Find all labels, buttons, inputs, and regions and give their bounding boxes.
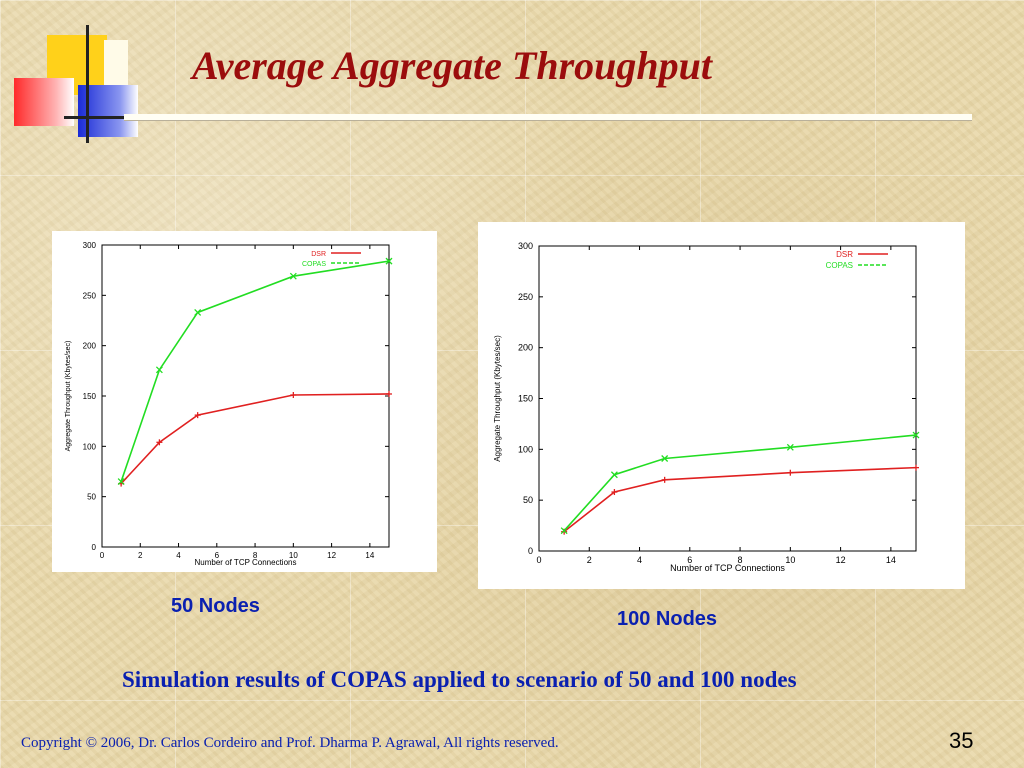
copyright-footer: Copyright © 2006, Dr. Carlos Cordeiro an… [21, 735, 559, 751]
data-point-copas [661, 455, 669, 462]
page-number: 35 [949, 728, 974, 753]
y-tick-label: 100 [518, 444, 533, 454]
legend-label-dsr: DSR [311, 251, 326, 258]
data-point-dsr [156, 439, 163, 446]
y-tick-label: 0 [528, 546, 533, 556]
x-tick-label: 4 [176, 551, 181, 560]
y-tick-label: 200 [518, 343, 533, 353]
data-point-dsr [913, 464, 919, 471]
x-axis-label: Number of TCP Connections [670, 563, 785, 573]
series-line-copas [563, 434, 917, 532]
logo-horizontal-line [64, 116, 144, 119]
chart-svg: 0 50 100 150 200 250 300 0 2 4 6 8 10 12 14 Number of T… [493, 241, 920, 573]
x-tick-label: 0 [536, 555, 541, 565]
simulation-caption: Simulation results of COPAS applied to s… [122, 667, 797, 692]
data-point-copas [385, 257, 393, 265]
data-point-copas [155, 366, 163, 374]
y-tick-label: 0 [92, 543, 97, 552]
x-axis-label: Number of TCP Connections [195, 558, 297, 567]
y-tick-label: 200 [83, 342, 97, 351]
y-tick-label: 100 [83, 442, 97, 451]
legend-label-copas: COPAS [826, 261, 853, 270]
x-tick-label: 2 [587, 555, 592, 565]
data-point-copas [610, 471, 618, 479]
data-point-dsr [386, 390, 392, 397]
caption-50-nodes: 50 Nodes [171, 595, 260, 617]
logo-vertical-line [86, 25, 89, 143]
x-tick-label: 8 [253, 551, 258, 560]
x-tick-label: 10 [289, 551, 298, 560]
x-tick-label: 8 [738, 555, 743, 565]
y-tick-label: 150 [83, 392, 97, 401]
slide-logo [0, 0, 150, 150]
data-point-dsr [787, 469, 794, 476]
data-point-copas [912, 431, 920, 439]
plot-frame [538, 245, 917, 552]
x-tick-label: 14 [365, 551, 374, 560]
x-tick-label: 2 [138, 551, 143, 560]
x-tick-label: 0 [100, 551, 105, 560]
chart-100-nodes: 0 50 100 150 200 250 300 0 2 4 6 8 10 12 14 Number of T… [478, 222, 965, 589]
logo-white-square [104, 40, 128, 90]
x-tick-label: 12 [836, 555, 846, 565]
x-tick-label: 12 [327, 551, 336, 560]
x-tick-label: 6 [687, 555, 692, 565]
x-tick-label: 4 [637, 555, 642, 565]
chart-svg: 0 50 100 150 200 250 300 0 2 4 6 8 10 12 14 Number of T… [65, 241, 393, 567]
data-point-dsr [611, 489, 618, 496]
chart-50-nodes: 0 50 100 150 200 250 300 0 2 4 6 8 10 12 14 Number of T… [52, 231, 437, 572]
data-point-dsr [290, 391, 297, 398]
data-point-copas [786, 443, 794, 451]
y-axis-label: Aggregate Throughput (Kbytes/sec) [65, 341, 72, 452]
slide-title: Average Aggregate Throughput [192, 43, 713, 88]
data-point-copas [117, 478, 125, 486]
y-tick-label: 50 [523, 495, 533, 505]
x-tick-label: 6 [215, 551, 220, 560]
data-point-dsr [194, 412, 201, 419]
series-line-dsr [120, 393, 390, 485]
y-tick-label: 250 [518, 292, 533, 302]
y-tick-label: 250 [83, 291, 97, 300]
y-tick-label: 150 [518, 394, 533, 404]
plot-frame [101, 244, 390, 548]
data-point-copas [289, 272, 297, 280]
legend-label-copas: COPAS [302, 261, 326, 268]
data-point-copas [560, 527, 568, 535]
title-rule [124, 114, 972, 121]
caption-100-nodes: 100 Nodes [617, 608, 718, 630]
y-axis-label: Aggregate Throughput (Kbytes/sec) [493, 335, 502, 462]
data-point-dsr [661, 476, 668, 483]
x-tick-label: 10 [785, 555, 795, 565]
y-tick-label: 300 [83, 241, 97, 250]
data-point-copas [194, 308, 202, 316]
y-tick-label: 50 [87, 493, 96, 502]
x-tick-label: 14 [886, 555, 896, 565]
legend-label-dsr: DSR [836, 250, 853, 259]
y-tick-label: 300 [518, 241, 533, 251]
